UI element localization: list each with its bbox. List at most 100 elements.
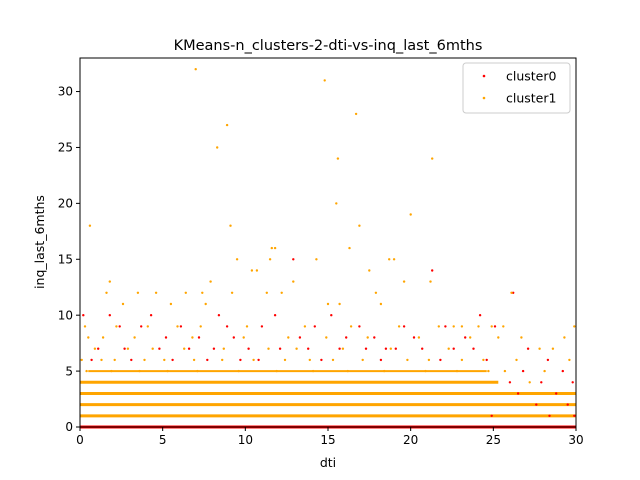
point-cluster0 [158,347,161,350]
x-axis-label: dti [320,455,336,470]
point-cluster0 [179,325,183,328]
point-cluster1 [100,358,103,362]
point-cluster0 [82,314,85,317]
point-cluster0 [535,403,538,406]
point-cluster1 [199,325,202,328]
point-cluster1 [138,369,141,373]
point-cluster0 [566,403,569,406]
point-cluster0 [108,314,112,317]
point-cluster1 [270,246,273,250]
point-cluster1 [101,336,105,339]
point-cluster1 [275,369,278,373]
point-cluster1 [287,336,290,339]
y-tick-label: 30 [58,85,73,99]
point-cluster0 [298,336,302,339]
point-cluster1 [510,291,513,294]
point-cluster0 [516,392,520,395]
point-cluster0 [90,358,93,362]
point-cluster1 [255,269,259,272]
point-cluster0 [330,314,333,317]
point-cluster1 [295,347,298,350]
point-cluster0 [260,325,264,328]
point-cluster1 [515,358,518,362]
point-cluster1 [528,381,531,384]
point-cluster1 [222,347,225,350]
point-cluster1 [460,325,464,328]
point-cluster1 [469,336,472,339]
x-tick-label: 25 [486,433,501,447]
point-cluster1 [88,224,92,227]
point-cluster0 [239,358,242,362]
point-cluster1 [93,347,97,350]
point-cluster1 [166,369,169,373]
point-cluster1 [143,358,146,362]
y-tick-label: 25 [58,141,73,155]
legend-label-cluster0: cluster0 [506,69,557,84]
point-cluster1 [225,123,229,127]
point-cluster1 [563,336,566,339]
point-cluster0 [232,336,235,339]
point-cluster0 [164,336,168,339]
point-cluster1 [374,291,378,294]
point-cluster1 [406,358,409,362]
point-cluster1 [235,258,239,261]
point-cluster1 [502,325,505,328]
point-cluster0 [512,291,515,294]
point-cluster0 [364,347,368,350]
y-tick-label: 0 [65,420,73,434]
point-cluster1 [176,325,179,328]
x-axis-ticks: 0 5 10 15 20 25 30 [76,427,584,447]
point-cluster1 [326,302,330,306]
point-cluster1 [409,213,412,216]
point-cluster1 [349,325,353,328]
point-cluster1 [402,280,406,283]
point-cluster0 [278,347,282,350]
point-cluster1 [383,369,386,373]
point-cluster0 [521,369,525,373]
point-cluster1 [308,358,311,362]
point-cluster1 [268,258,272,261]
point-cluster1 [250,269,254,272]
point-cluster0 [573,414,576,417]
point-cluster1 [87,336,90,339]
point-cluster1 [265,291,268,294]
point-cluster0 [561,369,564,373]
point-cluster1 [105,291,108,294]
point-cluster0 [478,314,482,317]
point-cluster1 [431,157,434,160]
point-cluster1 [115,325,118,328]
point-cluster1 [184,291,187,294]
point-cluster1 [113,358,116,362]
point-cluster1 [311,369,315,373]
point-cluster0 [358,325,361,328]
point-cluster1 [163,358,166,362]
y-tick-label: 20 [58,197,73,211]
point-cluster0 [493,325,497,328]
point-cluster0 [540,381,543,384]
y-tick-label: 15 [58,252,73,266]
point-cluster1 [292,280,295,283]
point-cluster1 [389,347,392,350]
point-cluster1 [568,358,571,362]
point-cluster1 [315,258,318,261]
point-cluster1 [194,68,197,71]
point-cluster0 [412,336,416,339]
point-cluster1 [354,112,358,116]
point-cluster1 [447,347,450,350]
point-cluster1 [280,291,283,294]
x-tick-label: 10 [238,433,253,447]
point-cluster0 [431,269,434,272]
point-cluster1 [503,369,507,373]
point-cluster0 [384,347,388,350]
point-cluster1 [424,369,427,373]
point-cluster0 [123,347,126,350]
point-cluster1 [497,336,500,339]
point-cluster1 [379,302,383,306]
point-cluster0 [97,347,100,350]
point-cluster0 [149,314,153,317]
point-cluster0 [379,358,383,362]
point-cluster1 [121,302,125,306]
point-cluster1 [427,358,431,362]
point-cluster0 [490,414,493,417]
